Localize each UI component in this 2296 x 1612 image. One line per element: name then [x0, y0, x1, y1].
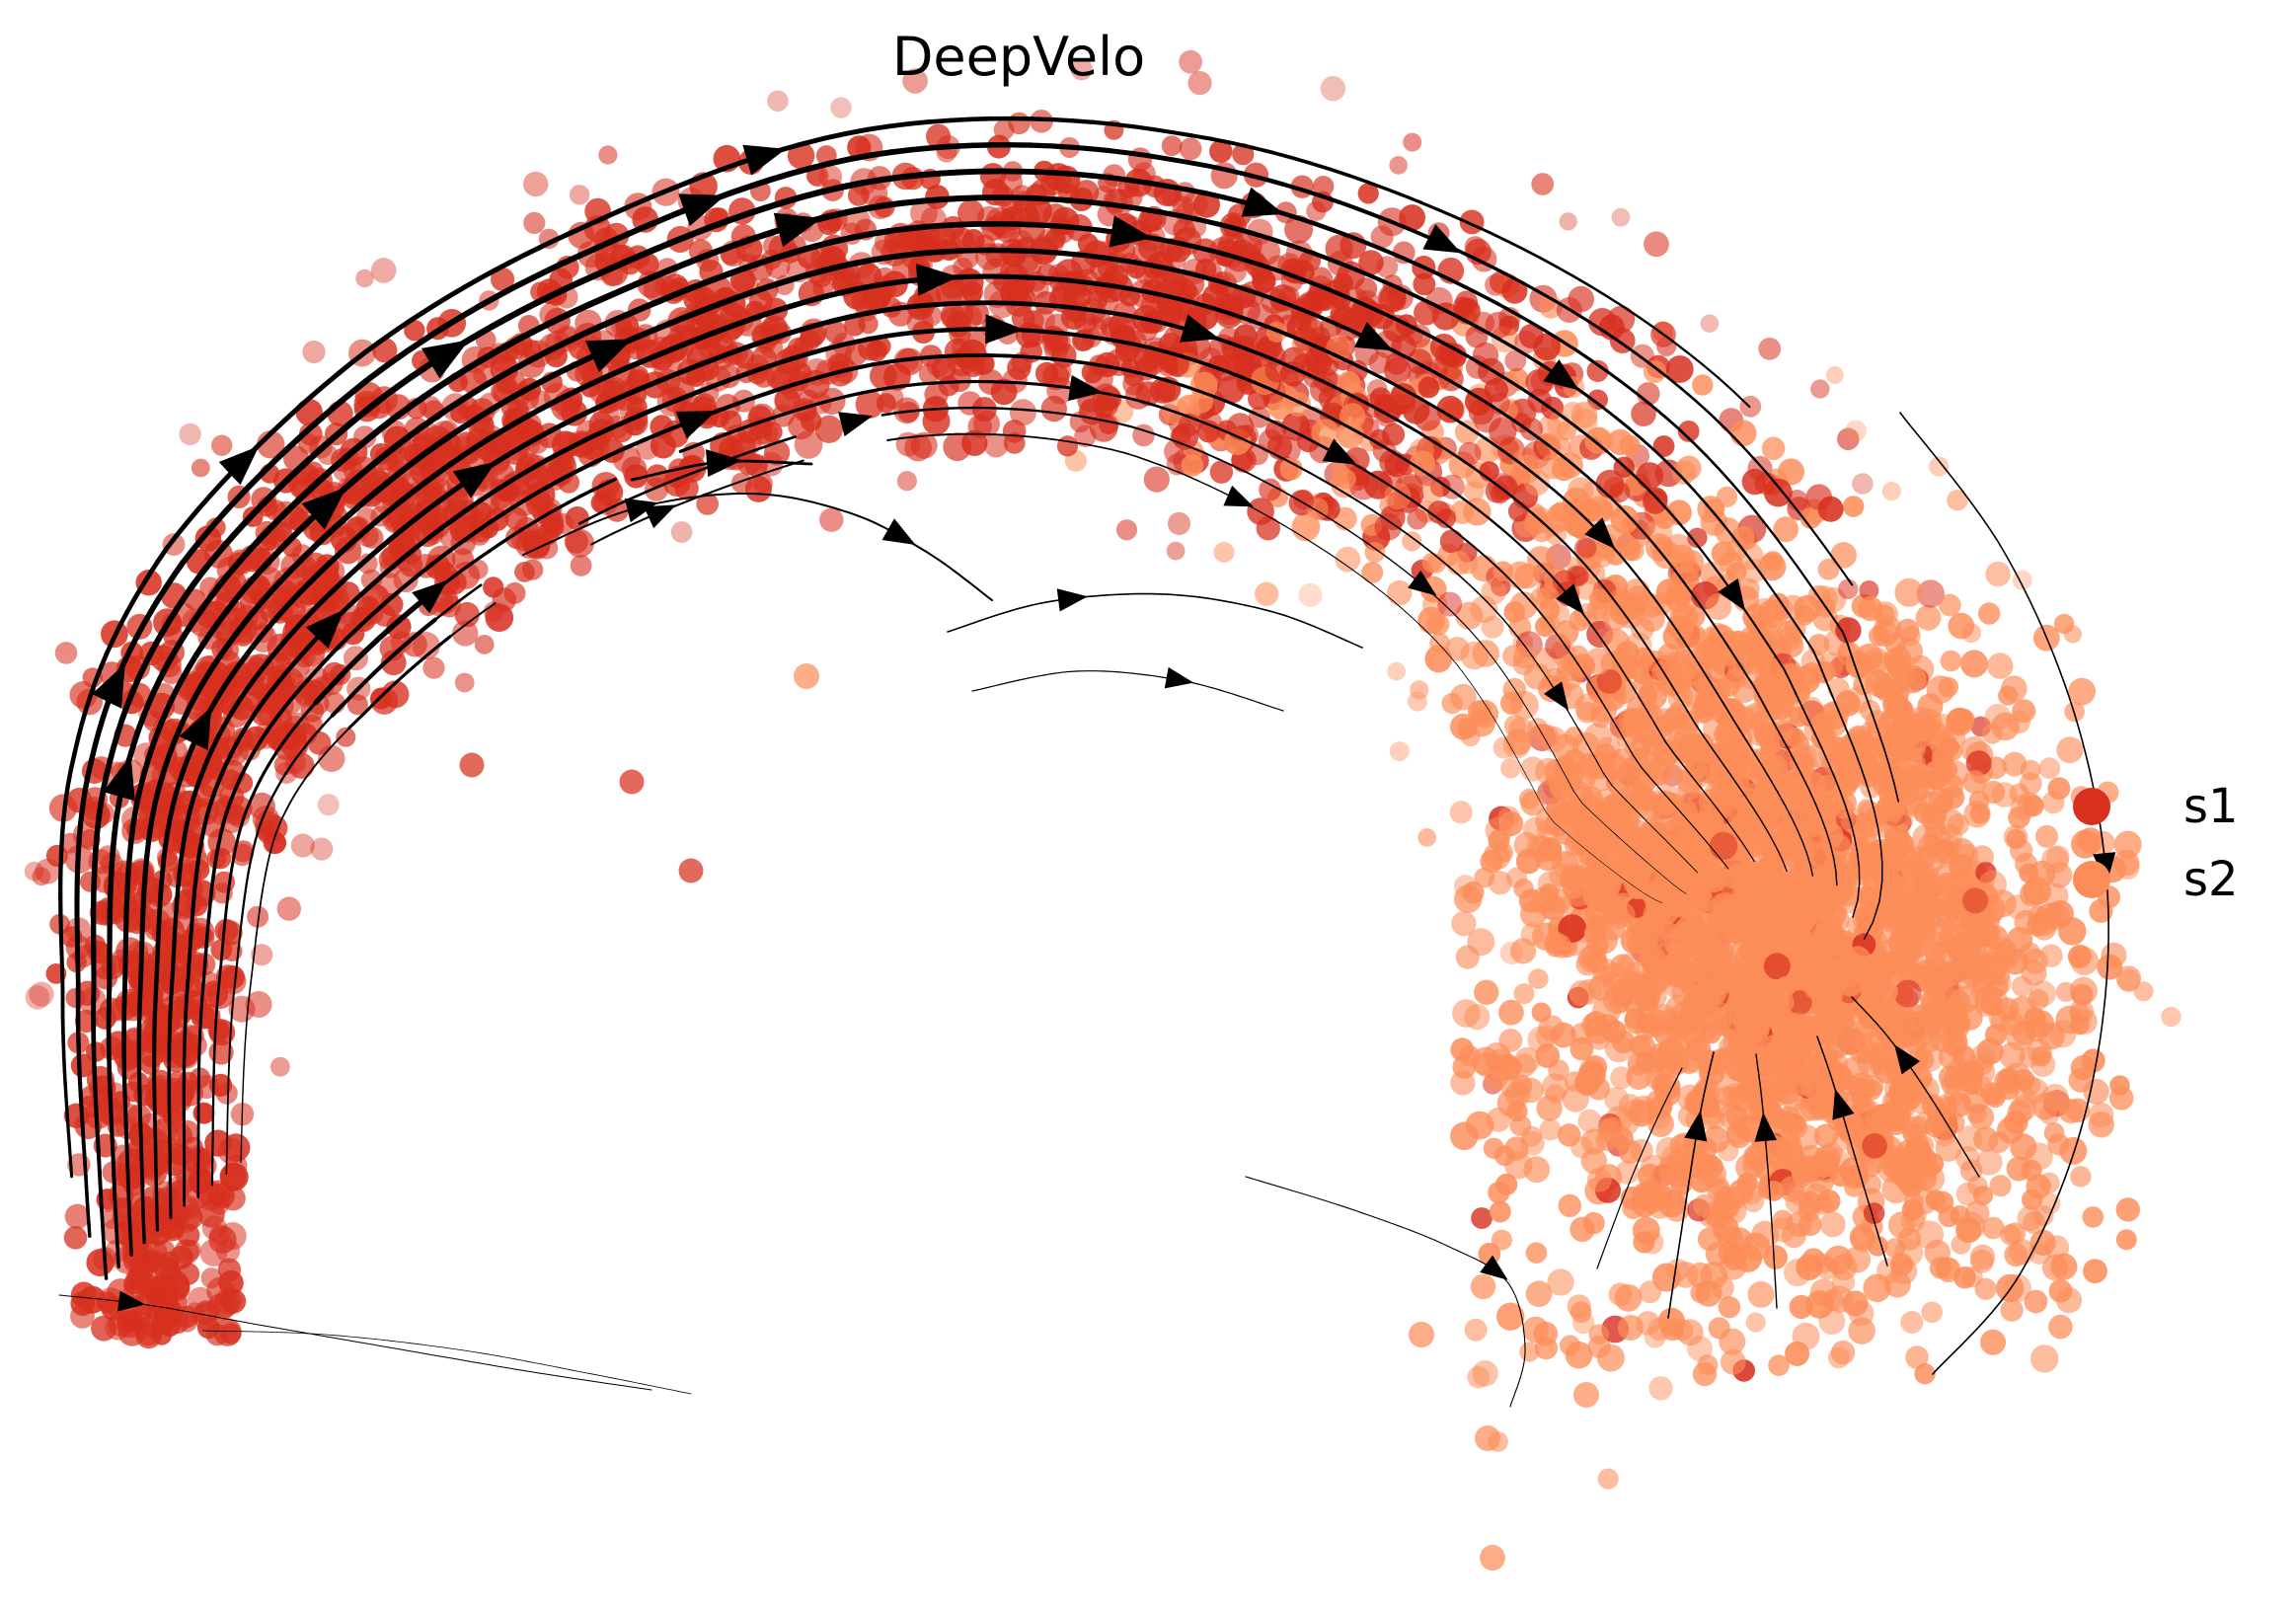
legend-item-s1: s1 [2073, 783, 2239, 830]
s2-marker-icon [2073, 861, 2110, 898]
s1-marker-icon [2073, 788, 2110, 825]
chart-title: DeepVelo [891, 26, 1146, 88]
chart-legend: s1 s2 [2073, 783, 2239, 934]
legend-item-s2: s2 [2073, 856, 2239, 903]
legend-label-s2: s2 [2183, 852, 2239, 907]
scatter-layer [24, 49, 2181, 1571]
arrow-layer [92, 144, 2116, 1312]
legend-label-s1: s1 [2183, 779, 2239, 834]
